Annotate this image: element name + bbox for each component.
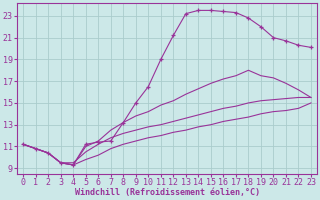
X-axis label: Windchill (Refroidissement éolien,°C): Windchill (Refroidissement éolien,°C) bbox=[75, 188, 260, 197]
